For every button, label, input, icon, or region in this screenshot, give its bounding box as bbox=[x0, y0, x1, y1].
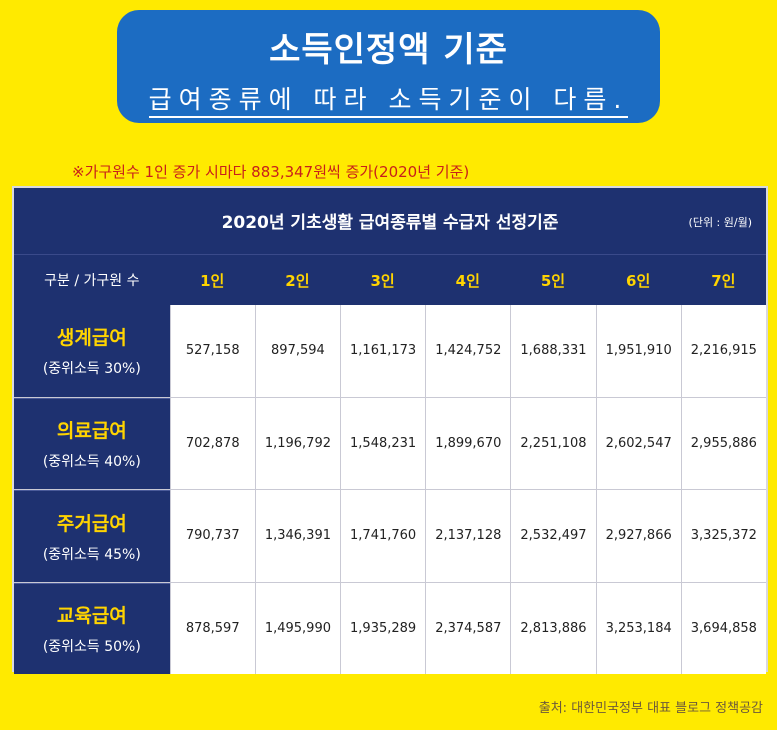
table-row: 주거급여 (중위소득 45%) 790,737 1,346,391 1,741,… bbox=[14, 489, 766, 582]
row-label: 의료급여 (중위소득 40%) bbox=[14, 397, 170, 489]
table-cell: 1,346,391 bbox=[254, 490, 341, 582]
column-header: 4인 bbox=[455, 271, 480, 290]
table-cell: 790,737 bbox=[169, 490, 255, 582]
column-header: 3인 bbox=[370, 271, 395, 290]
table-cell: 2,216,915 bbox=[680, 305, 766, 397]
corner-header: 구분 / 가구원 수 bbox=[44, 273, 140, 289]
table-cell: 1,424,752 bbox=[425, 305, 511, 397]
table-cell: 1,951,910 bbox=[595, 305, 681, 397]
row-label: 교육급여 (중위소득 50%) bbox=[14, 582, 170, 674]
row-label: 생계급여 (중위소득 30%) bbox=[14, 305, 170, 397]
increment-note: ※가구원수 1인 증가 시마다 883,347원씩 증가(2020년 기준) bbox=[72, 163, 470, 181]
table-cell: 1,899,670 bbox=[425, 397, 511, 489]
table-header: 2020년 기초생활 급여종류별 수급자 선정기준 (단위 : 원/월) bbox=[14, 188, 766, 252]
column-header: 7인 bbox=[711, 271, 736, 290]
benefit-threshold: (중위소득 50%) bbox=[42, 639, 141, 656]
column-header: 6인 bbox=[626, 271, 651, 290]
benefit-threshold: (중위소득 40%) bbox=[42, 454, 141, 471]
column-header: 2인 bbox=[285, 271, 310, 290]
table-cell: 2,927,866 bbox=[595, 490, 681, 582]
table-cell: 2,374,587 bbox=[425, 582, 511, 674]
table-cell: 3,253,184 bbox=[595, 582, 681, 674]
table-cell: 1,548,231 bbox=[340, 397, 426, 489]
table-cell: 2,532,497 bbox=[510, 490, 596, 582]
row-label: 주거급여 (중위소득 45%) bbox=[14, 490, 170, 582]
table-cell: 3,325,372 bbox=[680, 490, 766, 582]
source-credit: 출처: 대한민국정부 대표 블로그 정책공감 bbox=[538, 701, 763, 716]
table-row: 생계급여 (중위소득 30%) 527,158 897,594 1,161,17… bbox=[14, 305, 766, 397]
table-title: 2020년 기초생활 급여종류별 수급자 선정기준 bbox=[221, 213, 559, 233]
table-cell: 702,878 bbox=[169, 397, 255, 489]
benefit-threshold: (중위소득 45%) bbox=[42, 546, 141, 563]
table-unit: (단위 : 원/월) bbox=[688, 216, 752, 229]
table-cell: 2,955,886 bbox=[680, 397, 766, 489]
table-row: 의료급여 (중위소득 40%) 702,878 1,196,792 1,548,… bbox=[14, 396, 766, 489]
table-cell: 1,741,760 bbox=[340, 490, 426, 582]
table-cell: 2,813,886 bbox=[510, 582, 596, 674]
banner-subtitle: 급여종류에 따라 소득기준이 다름. bbox=[117, 80, 660, 118]
title-banner: 소득인정액 기준 급여종류에 따라 소득기준이 다름. bbox=[117, 10, 660, 123]
table-cell: 2,602,547 bbox=[595, 397, 681, 489]
table-cell: 878,597 bbox=[169, 582, 255, 674]
benefit-name: 주거급여 bbox=[56, 512, 127, 535]
column-header: 5인 bbox=[540, 271, 566, 290]
column-header: 1인 bbox=[200, 271, 225, 290]
benefit-name: 의료급여 bbox=[56, 420, 127, 443]
table-cell: 1,495,990 bbox=[254, 582, 341, 674]
benefit-name: 교육급여 bbox=[56, 605, 127, 628]
banner-subtitle-text: 급여종류에 따라 소득기준이 다름. bbox=[148, 85, 629, 118]
table-cell: 1,196,792 bbox=[254, 397, 341, 489]
table-cell: 527,158 bbox=[169, 305, 255, 397]
table-cell: 2,137,128 bbox=[425, 490, 511, 582]
table-cell: 1,688,331 bbox=[510, 305, 596, 397]
table-cell: 2,251,108 bbox=[510, 397, 596, 489]
benefit-threshold: (중위소득 30%) bbox=[42, 361, 141, 378]
table-body: 생계급여 (중위소득 30%) 527,158 897,594 1,161,17… bbox=[14, 305, 766, 674]
table-cell: 1,935,289 bbox=[340, 582, 426, 674]
table-row: 교육급여 (중위소득 50%) 878,597 1,495,990 1,935,… bbox=[14, 581, 766, 674]
criteria-table: 2020년 기초생활 급여종류별 수급자 선정기준 (단위 : 원/월) 구분 … bbox=[12, 186, 768, 674]
table-cell: 897,594 bbox=[254, 305, 341, 397]
benefit-name: 생계급여 bbox=[56, 327, 127, 350]
table-cell: 3,694,858 bbox=[680, 582, 766, 674]
column-header-row: 구분 / 가구원 수 1인 2인 3인 4인 5인 6인 7인 bbox=[14, 254, 766, 305]
table-cell: 1,161,173 bbox=[340, 305, 426, 397]
banner-title: 소득인정액 기준 bbox=[269, 30, 508, 70]
